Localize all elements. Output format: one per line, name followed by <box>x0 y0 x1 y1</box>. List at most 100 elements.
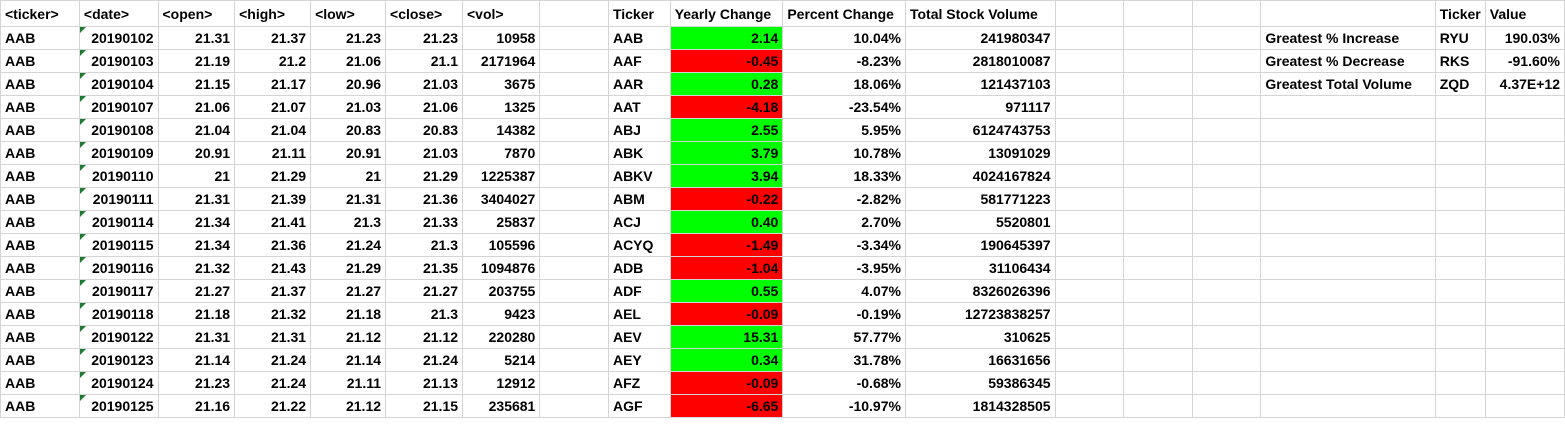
empty-cell[interactable] <box>1123 95 1193 119</box>
empty-cell[interactable] <box>539 279 609 303</box>
greatest-header-cell[interactable]: Value <box>1484 0 1565 27</box>
yearly-change-cell[interactable]: 0.28 <box>669 72 784 96</box>
value-cell[interactable]: 21.16 <box>157 394 236 418</box>
value-cell[interactable]: 21.2 <box>234 49 312 73</box>
date-cell[interactable]: 20190116 <box>78 256 159 280</box>
value-cell[interactable]: 20.91 <box>310 141 387 165</box>
empty-cell[interactable] <box>1191 348 1262 372</box>
ticker-cell[interactable]: AAB <box>0 302 80 326</box>
total-volume-cell[interactable]: 31106434 <box>904 256 1056 280</box>
percent-change-cell[interactable]: 10.78% <box>782 141 906 165</box>
value-cell[interactable]: 21.31 <box>157 325 236 349</box>
date-cell[interactable]: 20190102 <box>78 26 159 50</box>
empty-cell[interactable] <box>1484 141 1565 165</box>
yearly-change-cell[interactable]: -6.65 <box>669 394 784 418</box>
empty-cell[interactable] <box>1123 348 1193 372</box>
empty-cell[interactable] <box>539 95 609 119</box>
value-cell[interactable]: 14382 <box>461 118 541 142</box>
value-cell[interactable]: 21.34 <box>157 210 236 234</box>
greatest-label-cell[interactable]: Greatest Total Volume <box>1260 72 1436 96</box>
yearly-change-cell[interactable]: 2.14 <box>669 26 784 50</box>
ticker-cell[interactable]: AAB <box>0 325 80 349</box>
value-cell[interactable]: 20.83 <box>385 118 463 142</box>
summary-ticker-cell[interactable]: AAR <box>607 72 671 96</box>
date-cell[interactable]: 20190115 <box>78 233 159 257</box>
empty-cell[interactable] <box>1054 348 1125 372</box>
value-cell[interactable]: 21.03 <box>385 72 463 96</box>
empty-cell[interactable] <box>1191 164 1262 188</box>
empty-cell[interactable] <box>1260 325 1436 349</box>
empty-cell[interactable] <box>1191 325 1262 349</box>
empty-cell[interactable] <box>1123 302 1193 326</box>
empty-cell[interactable] <box>1434 164 1486 188</box>
yearly-change-cell[interactable]: -0.45 <box>669 49 784 73</box>
empty-cell[interactable] <box>1123 371 1193 395</box>
empty-cell[interactable] <box>539 187 609 211</box>
empty-cell[interactable] <box>539 164 609 188</box>
empty-cell[interactable] <box>1484 302 1565 326</box>
empty-cell[interactable] <box>1123 279 1193 303</box>
empty-cell[interactable] <box>1260 233 1436 257</box>
empty-cell[interactable] <box>1054 164 1125 188</box>
empty-cell[interactable] <box>1260 256 1436 280</box>
value-cell[interactable]: 21.11 <box>234 141 312 165</box>
raw-header-cell[interactable]: <vol> <box>461 0 541 27</box>
value-cell[interactable]: 21.29 <box>234 164 312 188</box>
empty-cell[interactable] <box>539 256 609 280</box>
empty-cell[interactable] <box>1054 49 1125 73</box>
empty-cell[interactable] <box>1054 233 1125 257</box>
date-cell[interactable]: 20190122 <box>78 325 159 349</box>
value-cell[interactable]: 21.31 <box>310 187 387 211</box>
empty-cell[interactable] <box>1191 394 1262 418</box>
raw-header-cell[interactable]: <open> <box>157 0 236 27</box>
empty-cell[interactable] <box>1434 394 1486 418</box>
value-cell[interactable]: 21.04 <box>157 118 236 142</box>
summary-ticker-cell[interactable]: AEL <box>607 302 671 326</box>
empty-cell[interactable] <box>1484 371 1565 395</box>
empty-cell[interactable] <box>1260 279 1436 303</box>
empty-cell[interactable] <box>1054 210 1125 234</box>
greatest-ticker-cell[interactable]: RYU <box>1434 26 1486 50</box>
empty-cell[interactable] <box>1123 141 1193 165</box>
date-cell[interactable]: 20190111 <box>78 187 159 211</box>
yearly-change-cell[interactable]: -0.09 <box>669 371 784 395</box>
empty-cell[interactable] <box>1434 210 1486 234</box>
empty-cell[interactable] <box>1434 141 1486 165</box>
value-cell[interactable]: 21 <box>310 164 387 188</box>
empty-cell[interactable] <box>1260 302 1436 326</box>
value-cell[interactable]: 3675 <box>461 72 541 96</box>
empty-cell[interactable] <box>1054 0 1125 27</box>
empty-cell[interactable] <box>1191 233 1262 257</box>
raw-header-cell[interactable]: <close> <box>385 0 463 27</box>
empty-cell[interactable] <box>1191 0 1262 27</box>
value-cell[interactable]: 21.29 <box>385 164 463 188</box>
value-cell[interactable]: 21.39 <box>234 187 312 211</box>
empty-cell[interactable] <box>1054 302 1125 326</box>
empty-cell[interactable] <box>1054 187 1125 211</box>
empty-cell[interactable] <box>1191 72 1262 96</box>
summary-header-cell[interactable]: Percent Change <box>782 0 906 27</box>
empty-cell[interactable] <box>1054 256 1125 280</box>
total-volume-cell[interactable]: 1814328505 <box>904 394 1056 418</box>
greatest-header-cell[interactable]: Ticker <box>1434 0 1486 27</box>
value-cell[interactable]: 21.34 <box>157 233 236 257</box>
value-cell[interactable]: 21.23 <box>385 26 463 50</box>
date-cell[interactable]: 20190109 <box>78 141 159 165</box>
value-cell[interactable]: 21.06 <box>310 49 387 73</box>
summary-ticker-cell[interactable]: AAB <box>607 26 671 50</box>
empty-cell[interactable] <box>539 72 609 96</box>
summary-ticker-cell[interactable]: AEV <box>607 325 671 349</box>
value-cell[interactable]: 21.18 <box>310 302 387 326</box>
empty-cell[interactable] <box>1484 233 1565 257</box>
value-cell[interactable]: 21.3 <box>310 210 387 234</box>
value-cell[interactable]: 21.19 <box>157 49 236 73</box>
percent-change-cell[interactable]: -0.68% <box>782 371 906 395</box>
yearly-change-cell[interactable]: -1.49 <box>669 233 784 257</box>
value-cell[interactable]: 2171964 <box>461 49 541 73</box>
value-cell[interactable]: 21.17 <box>234 72 312 96</box>
percent-change-cell[interactable]: 18.33% <box>782 164 906 188</box>
value-cell[interactable]: 20.83 <box>310 118 387 142</box>
date-cell[interactable]: 20190108 <box>78 118 159 142</box>
greatest-value-cell[interactable]: 4.37E+12 <box>1484 72 1565 96</box>
empty-cell[interactable] <box>1054 141 1125 165</box>
